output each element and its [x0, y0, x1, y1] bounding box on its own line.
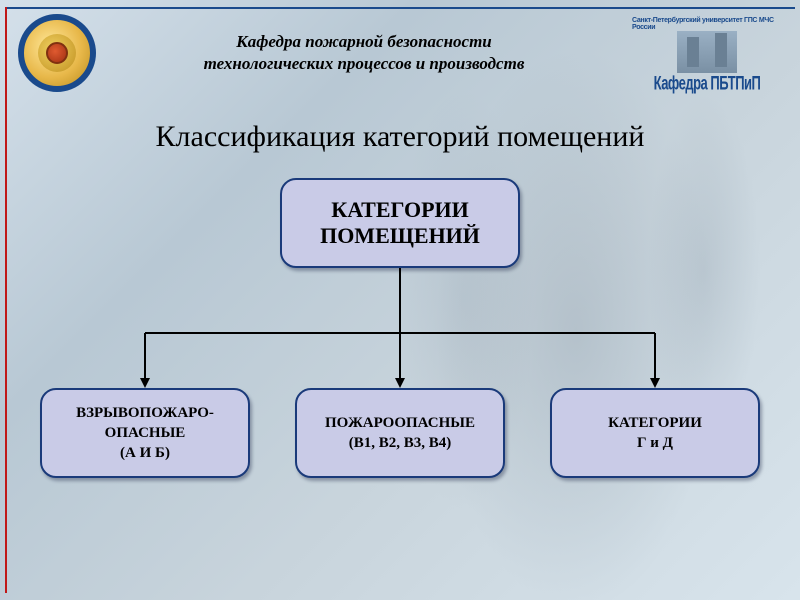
- node-root-line1: КАТЕГОРИИ: [331, 197, 468, 222]
- node-child-2: ПОЖАРООПАСНЫЕ (В1, В2, В3, В4): [295, 388, 505, 478]
- node-child-1-line2: ОПАСНЫЕ: [105, 425, 186, 441]
- header-right-block: Санкт-Петербургский университет ГПС МЧС …: [632, 14, 782, 92]
- node-child-2-line1: ПОЖАРООПАСНЫЕ: [325, 415, 475, 431]
- node-child-3-line1: КАТЕГОРИИ: [608, 415, 702, 431]
- node-child-3: КАТЕГОРИИ Г и Д: [550, 388, 760, 478]
- header-title-line1: Кафедра пожарной безопасности: [236, 32, 492, 51]
- node-child-1: ВЗРЫВОПОЖАРО- ОПАСНЫЕ (А И Б): [40, 388, 250, 478]
- node-child-1-line1: ВЗРЫВОПОЖАРО-: [76, 405, 214, 421]
- header-right-title: Кафедра ПБТПиП: [654, 71, 761, 94]
- header-title-line2: технологических процессов и производств: [204, 54, 525, 73]
- node-child-3-line2: Г и Д: [637, 435, 673, 451]
- classification-tree: КАТЕГОРИИ ПОМЕЩЕНИЙ ВЗРЫВОПОЖАРО- ОПАСНЫ…: [0, 178, 800, 518]
- page-title: Классификация категорий помещений: [0, 120, 800, 154]
- header-right-industrial-icon: [677, 31, 737, 73]
- header-title: Кафедра пожарной безопасности технологич…: [110, 31, 618, 75]
- emblem-icon: [18, 14, 96, 92]
- node-root: КАТЕГОРИИ ПОМЕЩЕНИЙ: [280, 178, 520, 268]
- header-right-subtitle: Санкт-Петербургский университет ГПС МЧС …: [632, 17, 782, 31]
- node-root-line2: ПОМЕЩЕНИЙ: [320, 223, 480, 248]
- node-child-1-line3: (А И Б): [120, 445, 170, 461]
- node-child-2-line2: (В1, В2, В3, В4): [349, 435, 452, 451]
- header: Кафедра пожарной безопасности технологич…: [0, 0, 800, 102]
